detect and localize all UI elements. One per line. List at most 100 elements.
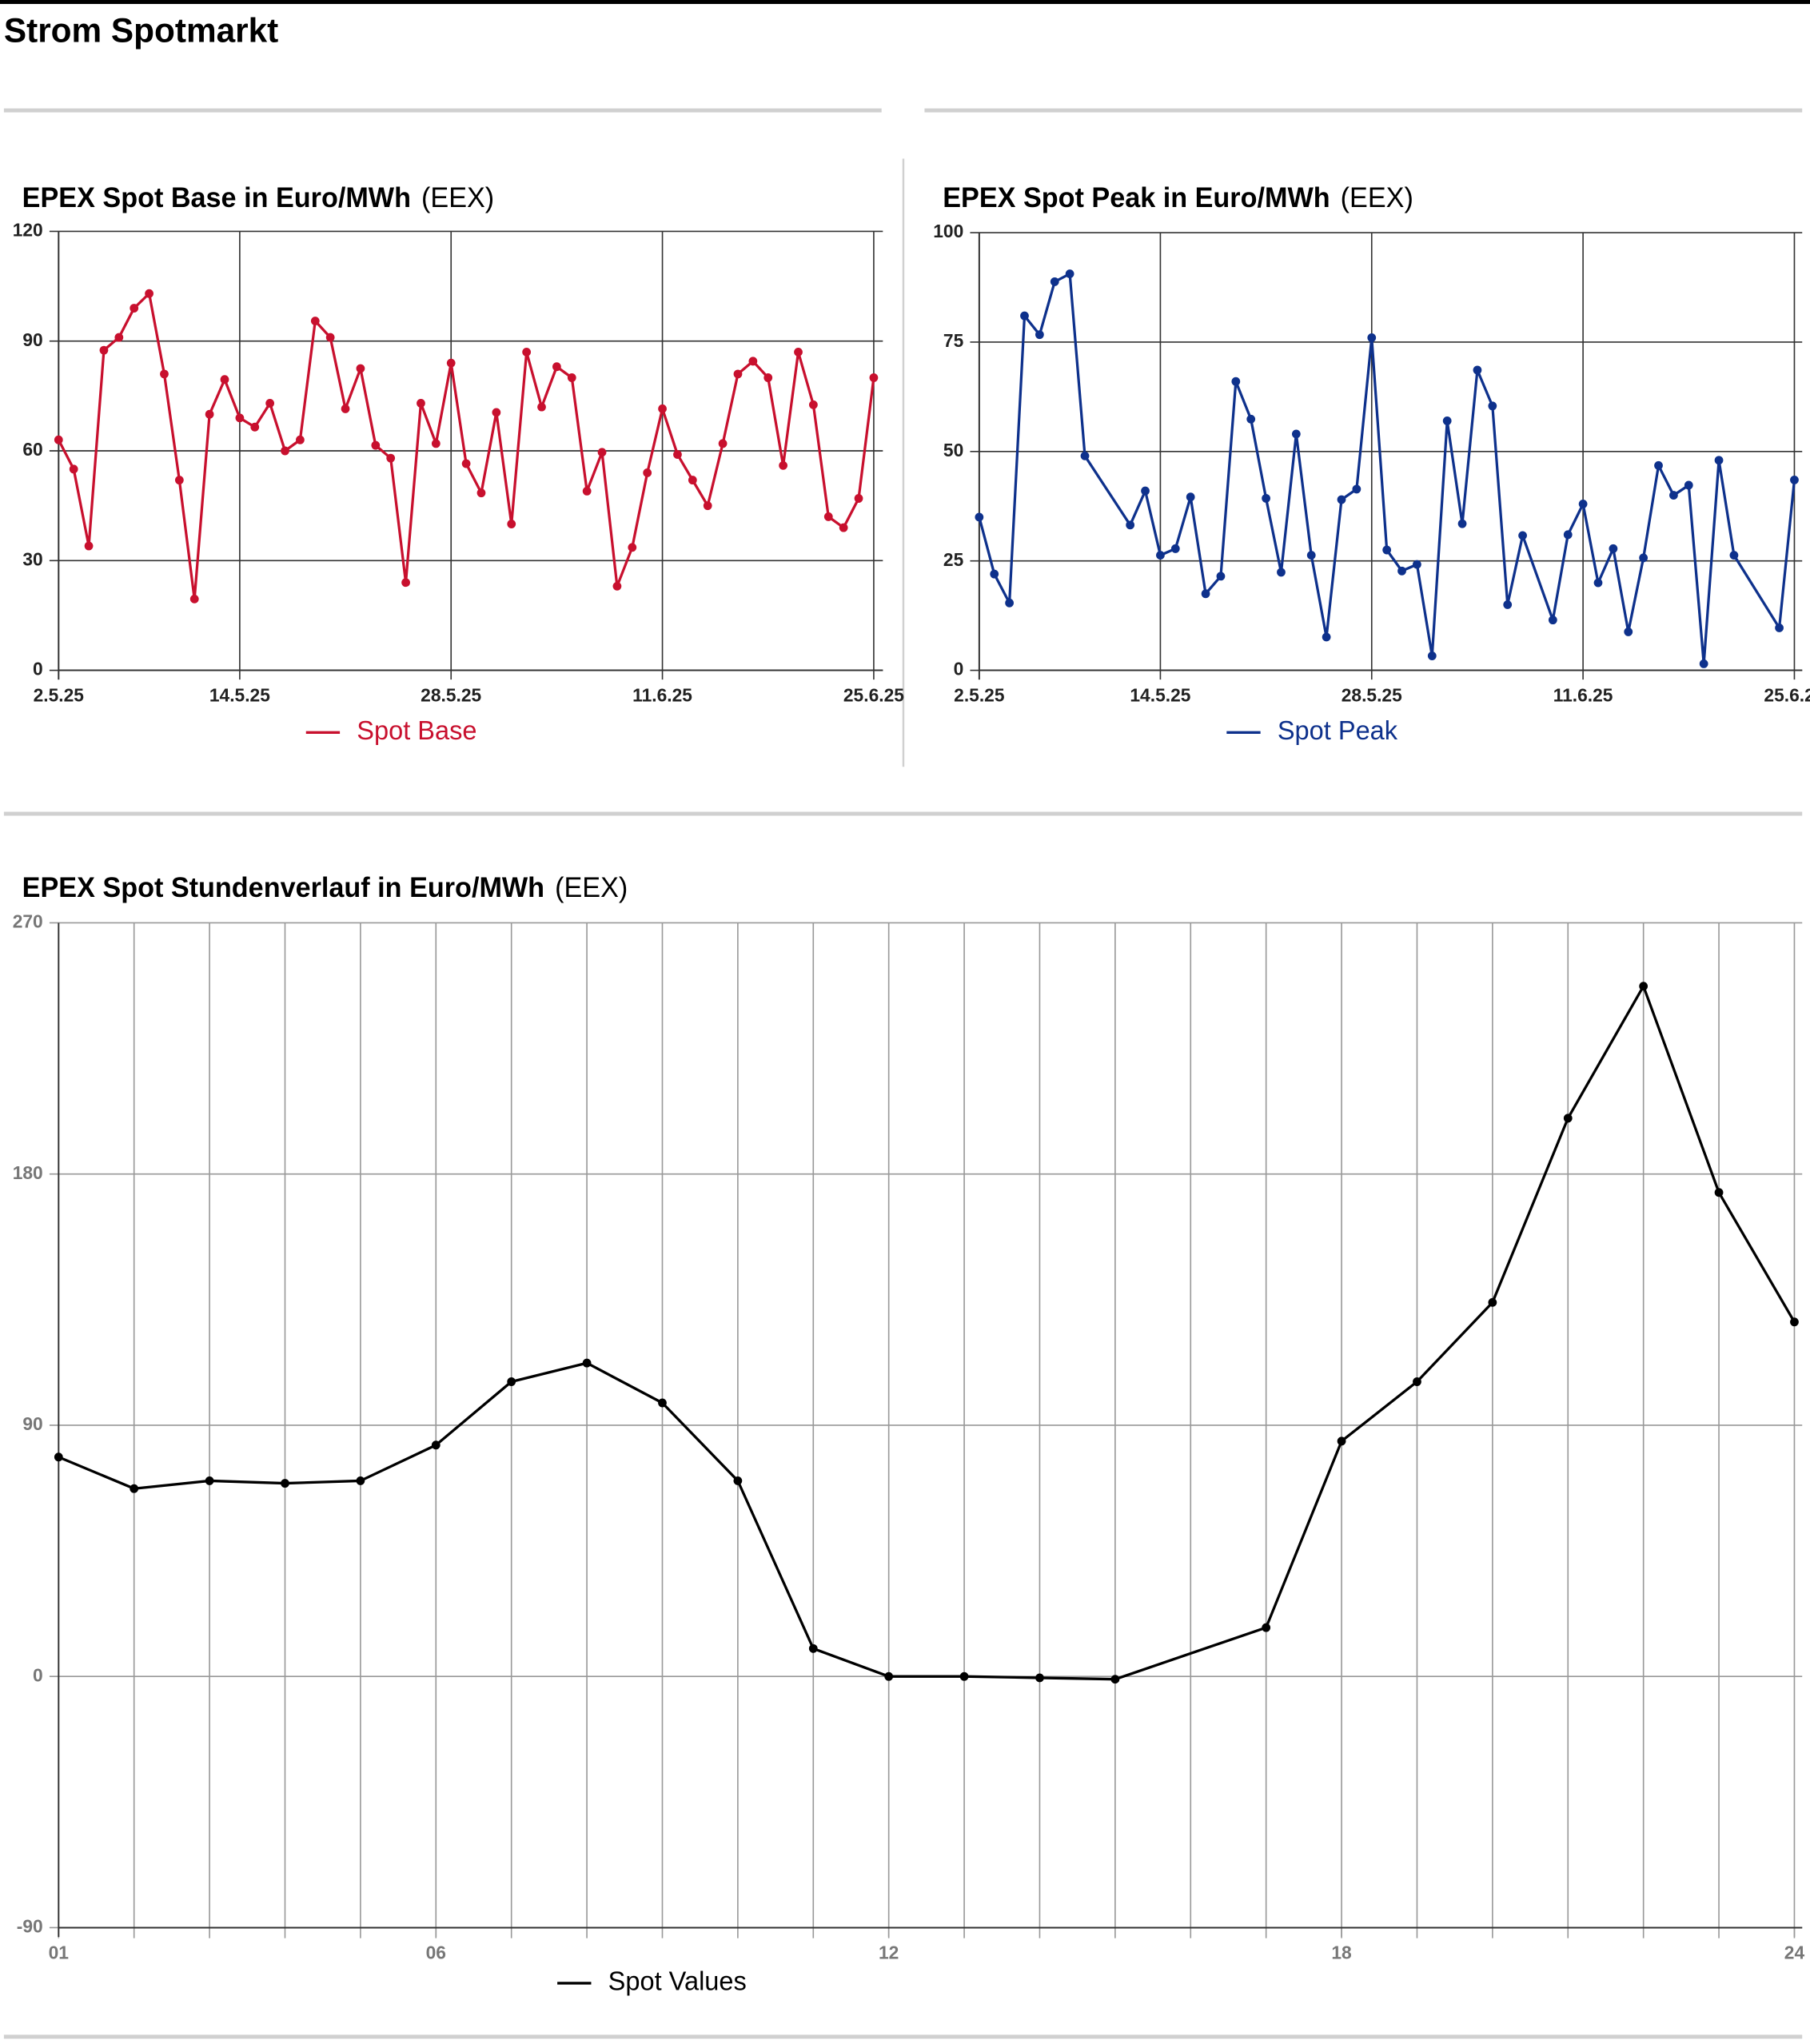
y-tick-label: 270	[13, 910, 43, 931]
data-point	[1186, 492, 1195, 502]
y-tick-label: 75	[943, 330, 964, 351]
divider	[902, 158, 905, 767]
data-point	[1337, 1436, 1346, 1446]
data-point	[130, 304, 139, 313]
data-point	[130, 1484, 139, 1493]
data-point	[386, 453, 396, 463]
data-point	[794, 347, 803, 357]
data-point	[1442, 416, 1452, 425]
data-point	[1352, 484, 1361, 494]
source-text: (EEX)	[421, 183, 494, 213]
data-point	[160, 369, 169, 379]
y-tick-label: 0	[33, 658, 43, 679]
data-point	[205, 409, 214, 419]
data-point	[733, 1476, 743, 1485]
top-bar	[0, 0, 1810, 4]
data-point	[808, 1644, 818, 1653]
data-point	[1050, 277, 1059, 286]
data-point	[522, 347, 532, 357]
data-point	[612, 581, 622, 591]
data-point	[1639, 982, 1649, 991]
data-point	[1427, 651, 1437, 660]
data-point	[1397, 566, 1406, 576]
data-point	[1065, 269, 1074, 279]
x-tick-label: 2.5.25	[34, 685, 85, 706]
data-point	[1609, 544, 1618, 553]
data-point	[1624, 627, 1633, 636]
x-tick-label: 28.5.25	[421, 685, 481, 706]
data-point	[884, 1671, 894, 1681]
x-tick-label: 28.5.25	[1342, 685, 1402, 706]
data-point	[341, 404, 350, 413]
y-tick-label: 100	[933, 221, 963, 241]
data-point	[1714, 456, 1724, 465]
data-point	[145, 289, 153, 298]
title-text: EPEX Spot Base in Euro/MWh	[22, 183, 411, 213]
data-point	[1246, 414, 1256, 424]
data-point	[658, 404, 667, 413]
data-point	[673, 450, 682, 460]
data-point	[1110, 1675, 1120, 1684]
data-point	[1291, 429, 1301, 439]
data-point	[1020, 311, 1029, 321]
data-point	[703, 501, 712, 511]
y-tick-label: 25	[943, 549, 964, 570]
legend-label: Spot Base	[357, 715, 476, 745]
data-point	[371, 440, 381, 450]
data-point	[1306, 551, 1316, 560]
data-point	[1413, 560, 1421, 569]
data-point	[1277, 568, 1286, 577]
data-point	[1518, 531, 1527, 540]
data-point	[296, 435, 305, 444]
data-point	[220, 375, 229, 384]
data-point	[1775, 623, 1784, 632]
data-point	[461, 459, 471, 468]
series-line	[57, 292, 875, 600]
data-point	[69, 464, 78, 474]
separator	[3, 108, 882, 113]
data-point	[250, 422, 260, 432]
data-point	[507, 520, 516, 528]
data-point	[733, 369, 743, 379]
series-line	[58, 985, 1796, 1681]
x-tick-label: 01	[49, 1942, 70, 1962]
x-tick-label: 11.6.25	[632, 685, 692, 706]
data-point	[1790, 475, 1799, 484]
data-point	[1654, 460, 1663, 470]
data-point	[235, 413, 245, 423]
data-point	[959, 1671, 969, 1681]
data-point	[823, 512, 833, 521]
data-point	[114, 333, 124, 342]
data-point	[1141, 486, 1150, 496]
y-tick-label: 50	[943, 440, 963, 460]
title-text: EPEX Spot Stundenverlauf in Euro/MWh	[22, 873, 544, 903]
data-point	[582, 1358, 592, 1368]
data-point	[537, 402, 546, 412]
data-point	[1216, 572, 1226, 581]
data-point	[1367, 333, 1377, 342]
data-point	[1669, 491, 1678, 500]
data-point	[1126, 520, 1135, 530]
data-point	[839, 523, 848, 532]
data-point	[84, 541, 94, 551]
separator	[3, 2034, 1803, 2039]
y-tick-label: 0	[954, 658, 964, 679]
data-point	[1156, 551, 1165, 560]
data-point	[1080, 451, 1090, 460]
data-point	[54, 1452, 63, 1462]
data-point	[1035, 1673, 1044, 1683]
data-point	[265, 399, 275, 408]
y-tick-label: 90	[22, 329, 42, 350]
y-tick-label: 120	[13, 219, 43, 240]
chart-title: EPEX Spot Base in Euro/MWh (EEX)	[22, 183, 495, 213]
data-point	[356, 1476, 365, 1485]
data-point	[1170, 544, 1180, 553]
data-point	[174, 476, 184, 485]
source-text: (EEX)	[555, 873, 628, 903]
data-point	[492, 408, 501, 417]
chart-title: EPEX Spot Peak in Euro/MWh (EEX)	[943, 183, 1413, 213]
data-point	[552, 362, 561, 372]
data-point	[748, 357, 758, 366]
data-point	[99, 345, 109, 355]
data-point	[431, 439, 441, 448]
